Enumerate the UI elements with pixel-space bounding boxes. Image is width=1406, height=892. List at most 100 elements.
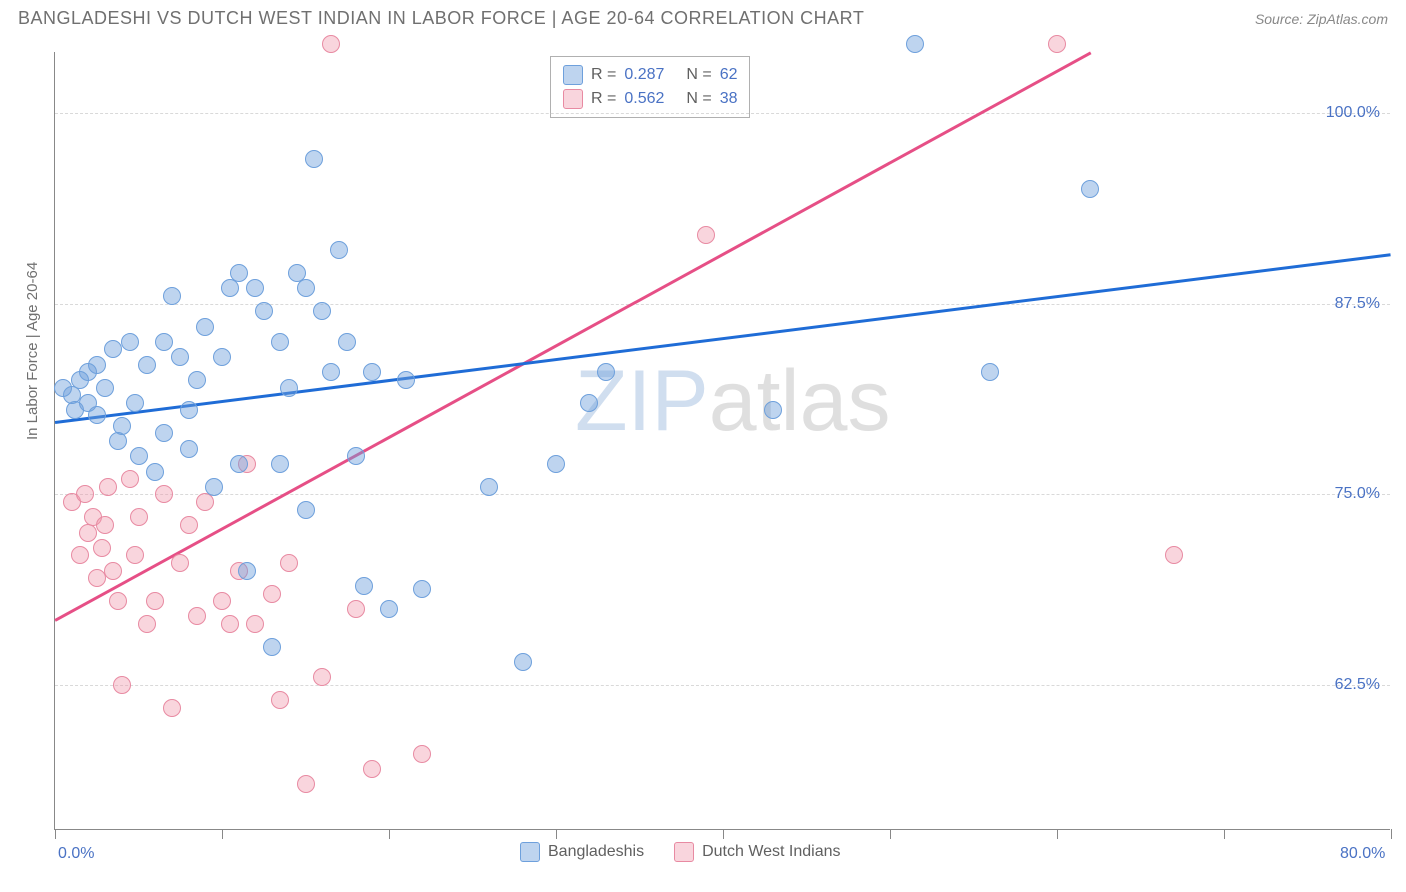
point-dutch-west-indians (146, 592, 164, 610)
point-dutch-west-indians (188, 607, 206, 625)
legend-stats-row: R = 0.562 N = 38 (563, 87, 737, 111)
source-attribution: Source: ZipAtlas.com (1255, 11, 1388, 27)
point-bangladeshis (280, 379, 298, 397)
point-bangladeshis (130, 447, 148, 465)
gridline (55, 494, 1390, 495)
point-bangladeshis (263, 638, 281, 656)
trendline-dutch-west-indians (54, 52, 1091, 622)
gridline (55, 685, 1390, 686)
legend-item-bangladeshis: Bangladeshis (520, 842, 644, 862)
r-label: R = (591, 90, 616, 108)
n-value: 62 (720, 66, 738, 84)
point-bangladeshis (764, 401, 782, 419)
point-dutch-west-indians (130, 508, 148, 526)
point-dutch-west-indians (180, 516, 198, 534)
point-dutch-west-indians (104, 562, 122, 580)
point-bangladeshis (230, 455, 248, 473)
point-dutch-west-indians (113, 676, 131, 694)
x-axis-min-label: 0.0% (58, 845, 94, 863)
point-bangladeshis (205, 478, 223, 496)
point-bangladeshis (171, 348, 189, 366)
n-label: N = (686, 90, 711, 108)
point-bangladeshis (514, 653, 532, 671)
watermark-atlas: atlas (709, 353, 891, 449)
point-dutch-west-indians (71, 546, 89, 564)
point-bangladeshis (305, 150, 323, 168)
legend-label: Bangladeshis (548, 843, 644, 861)
legend-item-dutch-west-indians: Dutch West Indians (674, 842, 840, 862)
point-bangladeshis (146, 463, 164, 481)
point-bangladeshis (981, 363, 999, 381)
r-value: 0.287 (624, 66, 678, 84)
point-dutch-west-indians (196, 493, 214, 511)
point-dutch-west-indians (138, 615, 156, 633)
point-dutch-west-indians (280, 554, 298, 572)
point-dutch-west-indians (246, 615, 264, 633)
point-bangladeshis (347, 447, 365, 465)
point-bangladeshis (580, 394, 598, 412)
point-bangladeshis (271, 455, 289, 473)
x-tick (723, 829, 724, 839)
y-tick-label: 62.5% (1335, 676, 1380, 694)
point-bangladeshis (297, 279, 315, 297)
swatch-dutch-west-indians-icon (563, 89, 583, 109)
point-bangladeshis (126, 394, 144, 412)
point-dutch-west-indians (96, 516, 114, 534)
point-dutch-west-indians (263, 585, 281, 603)
gridline (55, 304, 1390, 305)
point-dutch-west-indians (697, 226, 715, 244)
x-tick (389, 829, 390, 839)
swatch-dutch-west-indians-icon (674, 842, 694, 862)
x-tick (222, 829, 223, 839)
point-dutch-west-indians (1165, 546, 1183, 564)
n-label: N = (686, 66, 711, 84)
chart-title: BANGLADESHI VS DUTCH WEST INDIAN IN LABO… (18, 8, 864, 29)
point-dutch-west-indians (347, 600, 365, 618)
point-dutch-west-indians (271, 691, 289, 709)
point-bangladeshis (338, 333, 356, 351)
point-bangladeshis (363, 363, 381, 381)
point-bangladeshis (88, 356, 106, 374)
point-bangladeshis (121, 333, 139, 351)
point-bangladeshis (196, 318, 214, 336)
legend-series: Bangladeshis Dutch West Indians (520, 842, 841, 862)
point-dutch-west-indians (93, 539, 111, 557)
point-dutch-west-indians (313, 668, 331, 686)
point-dutch-west-indians (79, 524, 97, 542)
x-tick (890, 829, 891, 839)
point-dutch-west-indians (109, 592, 127, 610)
point-bangladeshis (413, 580, 431, 598)
watermark: ZIPatlas (575, 352, 890, 451)
x-tick (1391, 829, 1392, 839)
x-tick (1057, 829, 1058, 839)
point-bangladeshis (255, 302, 273, 320)
point-bangladeshis (109, 432, 127, 450)
point-bangladeshis (355, 577, 373, 595)
point-bangladeshis (297, 501, 315, 519)
point-bangladeshis (96, 379, 114, 397)
point-bangladeshis (271, 333, 289, 351)
point-dutch-west-indians (213, 592, 231, 610)
point-dutch-west-indians (76, 485, 94, 503)
point-dutch-west-indians (221, 615, 239, 633)
point-bangladeshis (480, 478, 498, 496)
point-dutch-west-indians (99, 478, 117, 496)
point-bangladeshis (188, 371, 206, 389)
point-dutch-west-indians (322, 35, 340, 53)
point-bangladeshis (238, 562, 256, 580)
point-bangladeshis (88, 406, 106, 424)
point-bangladeshis (213, 348, 231, 366)
n-value: 38 (720, 90, 738, 108)
legend-label: Dutch West Indians (702, 843, 840, 861)
point-bangladeshis (1081, 180, 1099, 198)
point-dutch-west-indians (121, 470, 139, 488)
r-value: 0.562 (624, 90, 678, 108)
point-bangladeshis (104, 340, 122, 358)
y-tick-label: 87.5% (1335, 295, 1380, 313)
point-bangladeshis (163, 287, 181, 305)
point-bangladeshis (397, 371, 415, 389)
point-bangladeshis (180, 401, 198, 419)
point-dutch-west-indians (155, 485, 173, 503)
x-tick (55, 829, 56, 839)
point-bangladeshis (230, 264, 248, 282)
